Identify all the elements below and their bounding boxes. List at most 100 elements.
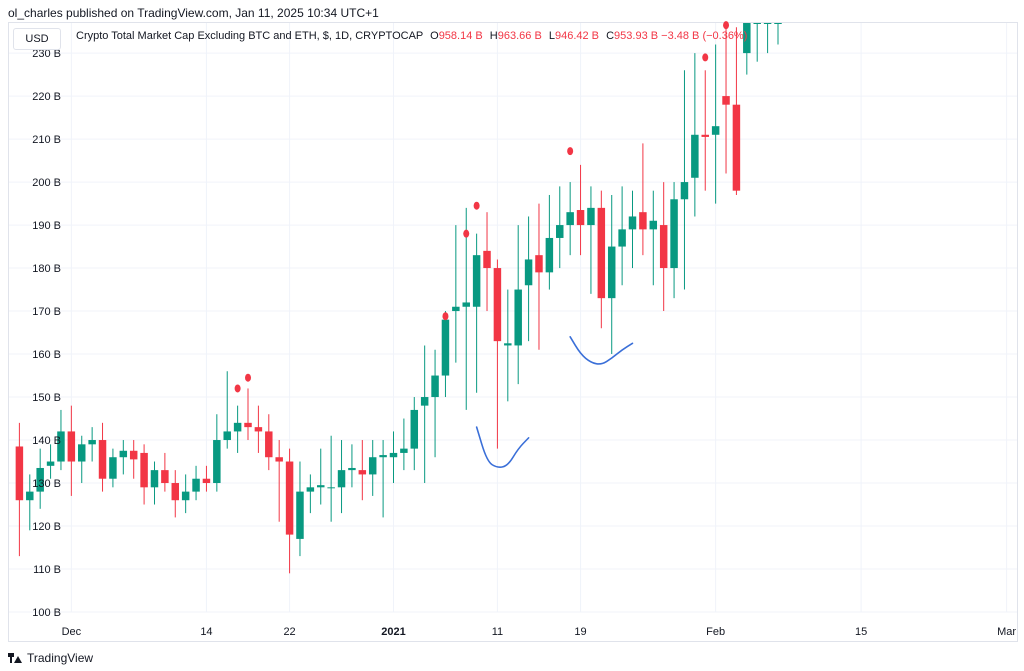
candle	[524, 216, 533, 342]
candle	[150, 461, 159, 505]
candle	[358, 440, 367, 501]
candle	[400, 418, 408, 471]
candle	[493, 259, 502, 449]
candle-body	[181, 491, 190, 501]
open-value: 958.14 B	[438, 30, 483, 42]
low-value: 946.42 B	[554, 30, 600, 42]
candle-body	[275, 457, 283, 462]
y-tick-label: 130 B	[32, 478, 61, 490]
candle-body	[556, 225, 564, 238]
high-value: 963.66 B	[497, 30, 542, 42]
candle-body	[774, 23, 782, 24]
low-label: L	[548, 30, 555, 42]
candle-body	[26, 491, 34, 501]
candle-body	[78, 444, 86, 462]
candle-body	[670, 199, 678, 269]
candle-body	[431, 375, 439, 398]
currency-button[interactable]: USD	[13, 28, 61, 50]
candle	[140, 444, 148, 505]
change-value: −3.48 B (−0.36%)	[661, 30, 748, 42]
candle-body	[400, 448, 408, 453]
candle	[36, 448, 44, 509]
event-marker	[567, 147, 574, 156]
event-marker	[463, 229, 470, 238]
candle	[327, 435, 335, 522]
tradingview-footer[interactable]: TradingView	[8, 651, 93, 665]
candle-body	[317, 485, 325, 488]
candle	[420, 345, 429, 484]
candle-body	[254, 427, 263, 432]
candle-body	[337, 470, 346, 488]
candle-body	[639, 212, 647, 230]
grid-lines	[9, 23, 1017, 613]
candle-body	[535, 255, 543, 273]
candle-body	[659, 225, 668, 269]
y-tick-label: 100 B	[32, 607, 61, 619]
tradingview-logo-icon	[8, 653, 22, 663]
candle-body	[504, 343, 512, 346]
candle-body	[420, 397, 429, 406]
curve-annotation	[475, 426, 530, 468]
candle	[763, 23, 772, 54]
candle	[618, 186, 626, 286]
candle-body	[150, 470, 159, 488]
candle	[732, 27, 741, 195]
candle-body	[618, 229, 626, 247]
candle-body	[649, 220, 658, 230]
candle	[78, 435, 86, 484]
candle	[202, 465, 211, 492]
curve-annotation	[569, 336, 634, 365]
candle-body	[213, 440, 221, 484]
candle	[701, 70, 709, 191]
candle	[514, 225, 522, 385]
x-tick-label: 22	[283, 626, 295, 638]
candle-body	[524, 259, 533, 286]
candle	[265, 414, 273, 471]
y-axis: 100 B 110 B 120 B 130 B 140 B 150 B 160 B 170 B…	[32, 48, 61, 619]
drawing-annotations	[475, 336, 634, 468]
symbol-legend: Crypto Total Market Cap Excluding BTC an…	[76, 30, 747, 42]
candle-body	[202, 478, 211, 484]
close-value: 953.93 B	[614, 30, 659, 42]
x-axis: Dec 14 22 2021 11 19 Feb 15 Mar	[62, 626, 1017, 638]
candle-body	[680, 182, 689, 200]
candle	[743, 23, 751, 75]
candle	[285, 448, 294, 574]
candle-body	[233, 422, 242, 432]
candle	[566, 182, 574, 256]
candle-body	[462, 302, 470, 307]
candle-body	[285, 461, 294, 535]
candle-body	[109, 457, 117, 479]
candle	[233, 405, 242, 453]
chart-frame	[8, 22, 1018, 642]
candle	[98, 422, 107, 492]
y-tick-label: 120 B	[32, 521, 61, 533]
candle-body	[223, 431, 231, 441]
x-tick-label: 15	[855, 626, 867, 638]
candle	[57, 409, 65, 471]
candle-body	[763, 23, 772, 24]
y-tick-label: 200 B	[32, 177, 61, 189]
x-tick-label: 2021	[381, 626, 405, 638]
candle-body	[441, 319, 450, 376]
candle-body	[379, 455, 387, 458]
candle-body	[171, 483, 180, 501]
candle	[556, 186, 564, 269]
candle	[711, 44, 720, 204]
candle-body	[597, 207, 606, 299]
candle	[15, 422, 24, 557]
candle-body	[46, 461, 55, 466]
candle-body	[722, 96, 730, 105]
x-tick-label: Feb	[706, 626, 725, 638]
candle	[504, 289, 512, 402]
event-marker	[245, 373, 252, 382]
x-tick-label: 14	[200, 626, 212, 638]
candle	[389, 431, 398, 484]
candle-body	[410, 409, 419, 449]
candle	[483, 212, 491, 312]
candle	[587, 186, 595, 294]
candle	[368, 440, 377, 496]
candle	[545, 194, 554, 290]
candle	[670, 182, 678, 299]
